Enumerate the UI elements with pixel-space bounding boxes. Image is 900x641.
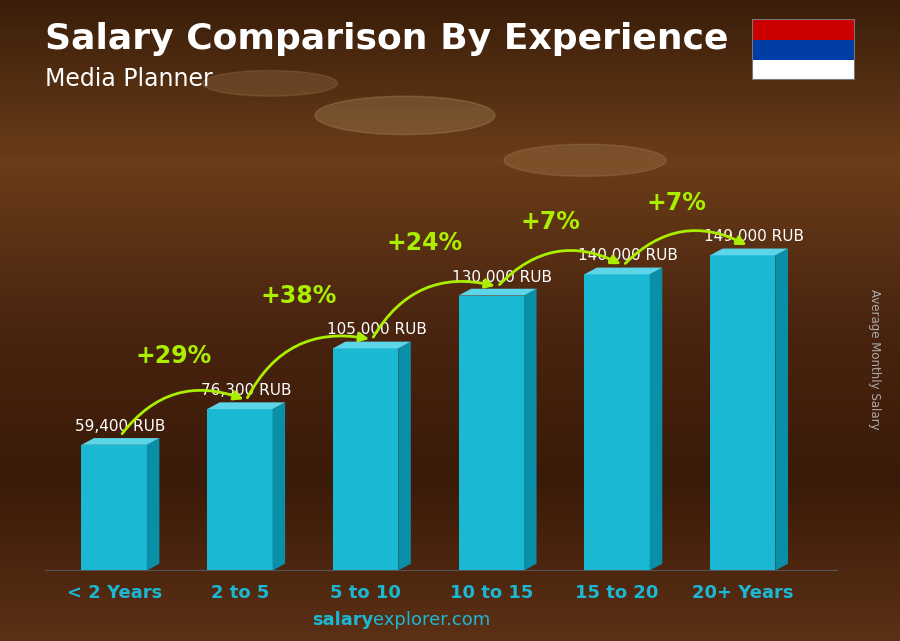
Polygon shape — [147, 438, 159, 570]
Text: Salary Comparison By Experience: Salary Comparison By Experience — [45, 22, 728, 56]
Bar — [459, 296, 524, 570]
Polygon shape — [459, 288, 536, 296]
Text: 105,000 RUB: 105,000 RUB — [327, 322, 427, 337]
Text: 140,000 RUB: 140,000 RUB — [578, 248, 678, 263]
Text: +24%: +24% — [387, 231, 463, 255]
Bar — [584, 274, 650, 570]
Text: Media Planner: Media Planner — [45, 67, 212, 91]
Text: +29%: +29% — [135, 344, 212, 369]
Ellipse shape — [504, 144, 666, 176]
Bar — [207, 409, 273, 570]
Polygon shape — [584, 267, 662, 274]
Polygon shape — [82, 438, 159, 445]
Bar — [752, 19, 855, 40]
Bar — [333, 348, 399, 570]
Text: 130,000 RUB: 130,000 RUB — [453, 269, 553, 285]
Text: +7%: +7% — [646, 190, 706, 215]
Bar — [752, 60, 855, 80]
Polygon shape — [333, 342, 410, 348]
Polygon shape — [776, 249, 788, 570]
Text: +7%: +7% — [520, 210, 580, 234]
Text: 149,000 RUB: 149,000 RUB — [704, 229, 804, 244]
Polygon shape — [524, 288, 536, 570]
Text: 59,400 RUB: 59,400 RUB — [76, 419, 166, 434]
Polygon shape — [207, 403, 285, 409]
Text: 76,300 RUB: 76,300 RUB — [201, 383, 292, 398]
Text: Average Monthly Salary: Average Monthly Salary — [868, 288, 881, 429]
Polygon shape — [273, 403, 285, 570]
Polygon shape — [710, 249, 788, 255]
Polygon shape — [399, 342, 410, 570]
Ellipse shape — [315, 96, 495, 135]
Ellipse shape — [202, 71, 338, 96]
Bar — [710, 255, 776, 570]
Text: salary: salary — [312, 612, 373, 629]
Polygon shape — [650, 267, 662, 570]
Bar — [752, 40, 855, 60]
Bar — [82, 445, 147, 570]
Text: explorer.com: explorer.com — [374, 612, 491, 629]
Text: +38%: +38% — [261, 284, 338, 308]
